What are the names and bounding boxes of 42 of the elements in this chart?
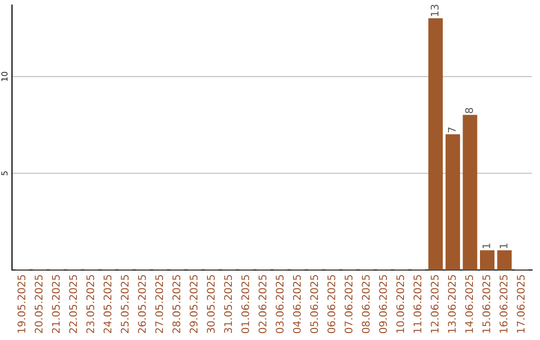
x-tick-label: 28.05.2025 xyxy=(172,275,180,334)
x-tick-label: 01.06.2025 xyxy=(241,275,250,334)
data-label: 8 xyxy=(465,108,474,114)
x-tick-label: 09.06.2025 xyxy=(379,275,387,334)
x-tick-label: 17.06.2025 xyxy=(516,275,525,333)
x-tick-label: 21.05.2025 xyxy=(52,275,60,334)
y-tick-label: 5 xyxy=(1,171,8,176)
x-tick-label: 05.06.2025 xyxy=(310,275,318,334)
x-tick-label: 23.05.2025 xyxy=(86,275,94,334)
x-tick-label: 13.06.2025 xyxy=(448,275,456,333)
data-label: 1 xyxy=(482,244,490,248)
x-tick-label: 15.06.2025 xyxy=(482,275,490,333)
x-tick-label: 25.05.2025 xyxy=(120,275,129,334)
x-tick-label: 31.05.2025 xyxy=(224,275,232,334)
x-tick-label: 03.06.2025 xyxy=(276,275,284,334)
bar xyxy=(480,250,494,270)
x-tick-label: 27.05.2025 xyxy=(155,275,164,334)
x-tick-label: 12.06.2025 xyxy=(430,275,439,333)
x-tick-label: 14.06.2025 xyxy=(465,275,474,333)
data-label: 7 xyxy=(448,127,456,132)
x-tick-label: 10.06.2025 xyxy=(396,275,404,333)
x-tick-label: 19.05.2025 xyxy=(17,275,26,333)
data-label: 13 xyxy=(430,4,439,16)
x-tick-label: 29.05.2025 xyxy=(190,275,198,334)
x-tick-label: 30.05.2025 xyxy=(206,275,215,334)
x-tick-label: 06.06.2025 xyxy=(327,275,336,334)
x-tick-label: 16.06.2025 xyxy=(500,275,508,333)
bar xyxy=(446,134,460,270)
x-tick-label: 02.06.2025 xyxy=(258,275,266,334)
x-tick-label: 22.05.2025 xyxy=(69,275,78,334)
x-tick-label: 26.05.2025 xyxy=(138,275,146,334)
x-tick-label: 08.06.2025 xyxy=(362,275,370,334)
bar xyxy=(462,114,478,270)
bar xyxy=(497,250,512,270)
data-label: 1 xyxy=(500,244,508,248)
x-tick-label: 07.06.2025 xyxy=(344,275,353,334)
x-tick-label: 11.06.2025 xyxy=(414,275,422,333)
bar xyxy=(428,18,443,270)
x-tick-label: 24.05.2025 xyxy=(104,275,112,334)
x-tick-label: 04.06.2025 xyxy=(292,275,301,334)
x-tick-label: 20.05.2025 xyxy=(34,275,43,334)
y-tick-label: 10 xyxy=(1,72,8,81)
